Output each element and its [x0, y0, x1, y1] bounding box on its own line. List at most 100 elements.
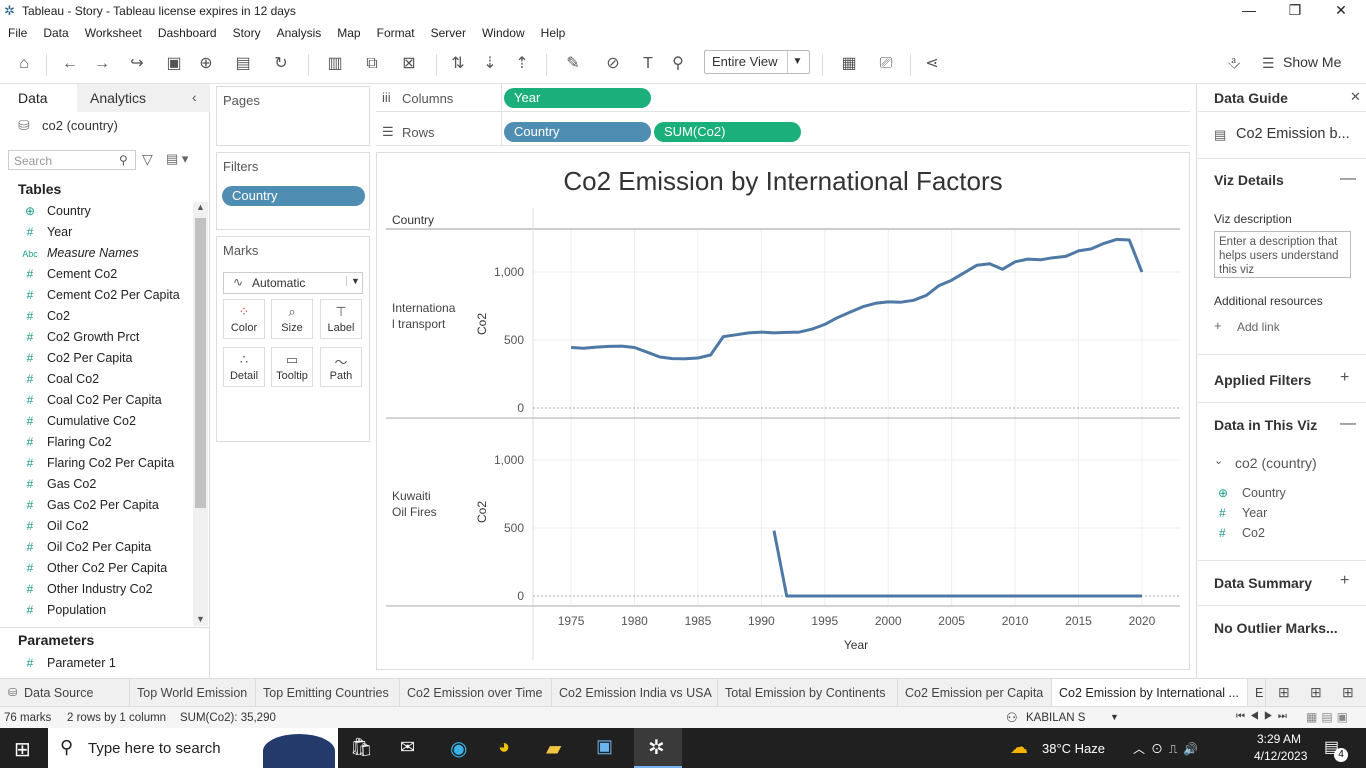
field-item[interactable]: # Cement Co2 Per Capita: [0, 285, 190, 306]
group-icon[interactable]: ⊘: [606, 55, 620, 72]
windows-start-icon[interactable]: ⊞: [14, 739, 31, 761]
menu-story[interactable]: Story: [232, 26, 261, 40]
sort-asc-icon[interactable]: ⇣: [483, 55, 497, 72]
field-item[interactable]: # Oil Co2 Per Capita: [0, 537, 190, 558]
paint-icon[interactable]: ⎀: [1227, 55, 1241, 72]
field-item[interactable]: # Coal Co2 Per Capita: [0, 390, 190, 411]
field-item[interactable]: # Oil Co2: [0, 516, 190, 537]
field-item[interactable]: # Population: [0, 600, 190, 621]
mark-type-dropdown[interactable]: ∿ Automatic ▼: [223, 272, 363, 294]
mail-icon[interactable]: ✉: [400, 737, 416, 757]
data-summary-heading[interactable]: Data Summary: [1214, 575, 1313, 591]
home-icon[interactable]: ⌂: [19, 55, 29, 72]
expand-plus-icon[interactable]: +: [1340, 369, 1350, 386]
menu-map[interactable]: Map: [337, 26, 361, 40]
collapse-minus-icon[interactable]: —: [1340, 170, 1356, 187]
menu-analysis[interactable]: Analysis: [276, 26, 322, 40]
highlight-icon[interactable]: ✎: [566, 55, 580, 72]
app-icon[interactable]: ▣: [596, 736, 614, 756]
close-icon[interactable]: ✕: [1350, 89, 1361, 104]
scrollbar-thumb[interactable]: [195, 218, 206, 508]
menu-data[interactable]: Data: [43, 26, 69, 40]
menu-format[interactable]: Format: [376, 26, 415, 40]
duplicate-icon[interactable]: ⧉: [366, 55, 378, 72]
chevron-down-icon[interactable]: ▼: [1110, 712, 1119, 722]
field-item[interactable]: # Co2 Growth Prct: [0, 327, 190, 348]
tray-icons[interactable]: ︿⊙⎍🔊: [1133, 742, 1205, 756]
menu-server[interactable]: Server: [430, 26, 466, 40]
menu-dashboard[interactable]: Dashboard: [157, 26, 217, 40]
view-list-icon[interactable]: ▤ ▾: [166, 151, 189, 166]
datasource-name[interactable]: co2 (country): [42, 118, 118, 133]
grid-view-icons[interactable]: ▦▤▣: [1306, 710, 1353, 724]
columns-pill-year[interactable]: Year: [504, 88, 651, 108]
redo-icon[interactable]: →: [94, 55, 110, 72]
sheet-tab[interactable]: Top Emitting Countries: [256, 679, 400, 707]
menu-worksheet[interactable]: Worksheet: [84, 26, 142, 40]
viz-details-heading[interactable]: Viz Details: [1214, 172, 1284, 188]
field-item[interactable]: # Co2: [0, 306, 190, 327]
collapse-minus-icon[interactable]: —: [1340, 415, 1356, 432]
field-item[interactable]: # Co2 Per Capita: [0, 348, 190, 369]
sheet-tab[interactable]: Co2 Emission per Capita: [898, 679, 1052, 707]
sheet-tab[interactable]: Co2 Emission India vs USA: [552, 679, 718, 707]
restore-icon[interactable]: ❐: [1288, 2, 1302, 18]
data-in-viz-heading[interactable]: Data in This Viz: [1214, 417, 1318, 433]
user-name[interactable]: KABILAN S: [1026, 712, 1086, 724]
store-icon[interactable]: 🛍: [350, 737, 373, 757]
rows-pill-country[interactable]: Country: [504, 122, 651, 142]
menu-help[interactable]: Help: [540, 26, 566, 40]
new-dashboard-icon[interactable]: ⊞: [1310, 684, 1322, 700]
replay-icon[interactable]: ↪: [130, 55, 144, 72]
rows-shelf[interactable]: ☰ Rows Country SUM(Co2): [376, 118, 1190, 146]
applied-filters-heading[interactable]: Applied Filters: [1214, 372, 1312, 388]
sort-desc-icon[interactable]: ⇡: [515, 55, 529, 72]
cards-icon[interactable]: ▦: [841, 55, 857, 72]
swap-icon[interactable]: ⇅: [451, 55, 465, 72]
filters-card[interactable]: Filters Country: [216, 152, 370, 230]
save-icon[interactable]: ▣: [166, 55, 182, 72]
clear-sheet-icon[interactable]: ⊠: [402, 55, 416, 72]
show-me-button[interactable]: Show Me: [1283, 54, 1342, 70]
filter-icon[interactable]: ▽: [142, 151, 153, 167]
share-icon[interactable]: ⋖: [925, 55, 939, 72]
field-item[interactable]: # Gas Co2 Per Capita: [0, 495, 190, 516]
color-button[interactable]: ⁘ Color: [223, 299, 265, 339]
pages-card[interactable]: Pages: [216, 86, 370, 146]
edge-icon[interactable]: ◉: [450, 738, 468, 760]
field-item[interactable]: Abc Measure Names: [0, 243, 190, 264]
show-labels-icon[interactable]: T: [643, 55, 653, 72]
parameter-item[interactable]: # Parameter 1: [26, 656, 116, 670]
rows-pill-sum-co2[interactable]: SUM(Co2): [654, 122, 801, 142]
viz-area[interactable]: [376, 152, 1190, 670]
field-item[interactable]: # Gas Co2: [0, 474, 190, 495]
tab-data[interactable]: Data: [0, 84, 77, 112]
columns-shelf[interactable]: iii Columns Year: [376, 84, 1190, 146]
undo-icon[interactable]: ←: [62, 55, 78, 72]
nav-arrows[interactable]: ⏮◀▶⏭: [1236, 711, 1292, 722]
new-worksheet-icon[interactable]: ▥: [327, 55, 343, 72]
tab-analytics[interactable]: Analytics ‹: [77, 84, 210, 112]
presentation-icon[interactable]: ⎚: [879, 55, 893, 72]
field-item[interactable]: # Flaring Co2 Per Capita: [0, 453, 190, 474]
pin-icon[interactable]: ⚲: [672, 55, 684, 72]
field-item[interactable]: # Other Co2 Per Capita: [0, 558, 190, 579]
filter-pill-country[interactable]: Country: [222, 186, 365, 206]
ds-field[interactable]: Year: [1242, 506, 1268, 520]
sheet-tab[interactable]: Top World Emission: [130, 679, 256, 707]
field-item[interactable]: # Other Industry Co2: [0, 579, 190, 600]
clock-time[interactable]: 3:29 AM: [1257, 732, 1302, 746]
ds-field[interactable]: Country: [1242, 486, 1286, 500]
menu-file[interactable]: File: [8, 26, 28, 40]
search-input[interactable]: Search ⚲: [8, 150, 136, 170]
field-item[interactable]: # Year: [0, 222, 190, 243]
viz-description-input[interactable]: Enter a description that helps users und…: [1214, 231, 1351, 278]
chrome-icon[interactable]: ◕: [498, 736, 511, 758]
sheet-tab[interactable]: Co2 Emission by International ...: [1052, 679, 1248, 707]
sheet-tab[interactable]: Total Emission by Continents: [718, 679, 898, 707]
clock-date[interactable]: 4/12/2023: [1254, 749, 1308, 763]
minimize-icon[interactable]: —: [1242, 2, 1256, 18]
ds-item[interactable]: co2 (country): [1235, 455, 1317, 471]
folder-icon[interactable]: ▰: [546, 738, 562, 760]
path-button[interactable]: 〜 Path: [320, 347, 362, 387]
